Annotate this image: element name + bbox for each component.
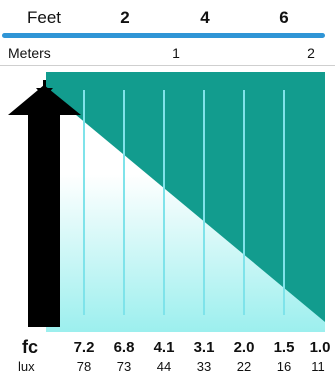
meters-tick-2: 2 [307, 45, 315, 61]
light-beam [46, 90, 325, 332]
meters-tick-1: 1 [172, 45, 180, 61]
lux-value: 73 [116, 359, 132, 374]
fc-value: 1.5 [273, 339, 295, 356]
feet-tick-4: 4 [200, 8, 210, 27]
feet-scale-rule [2, 33, 325, 38]
lux-value: 44 [156, 359, 172, 374]
feet-scale-label: Feet [27, 8, 62, 27]
lux-value: 11 [311, 359, 325, 374]
light-distribution-diagram [8, 72, 325, 332]
fc-label: fc [22, 337, 39, 357]
fc-value: 6.8 [113, 339, 135, 356]
lux-value: 33 [196, 359, 212, 374]
feet-tick-6: 6 [279, 8, 289, 27]
fc-value: 2.0 [233, 339, 255, 356]
lux-value: 78 [76, 359, 92, 374]
lamp-post-icon [8, 80, 81, 327]
fc-value: 1.0 [309, 339, 331, 356]
feet-tick-2: 2 [120, 8, 130, 27]
fc-value: 3.1 [193, 339, 215, 356]
lux-value: 22 [236, 359, 252, 374]
lux-label: lux [18, 359, 35, 374]
lux-value: 16 [276, 359, 292, 374]
meters-scale-label: Meters [8, 45, 51, 61]
fc-value: 4.1 [153, 339, 175, 356]
fc-value: 7.2 [73, 339, 95, 356]
scale-divider [0, 65, 335, 66]
